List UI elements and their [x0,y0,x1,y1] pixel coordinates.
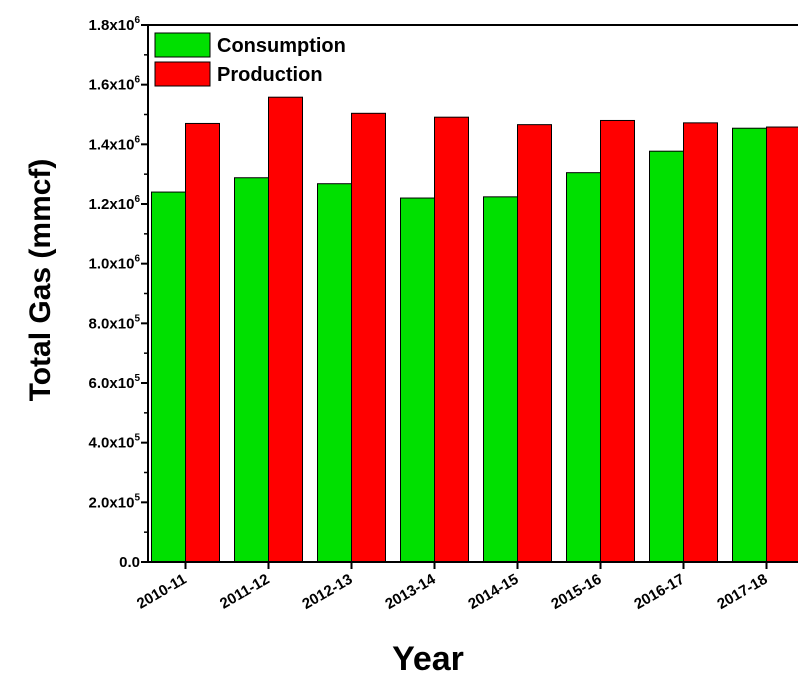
x-tick-label: 2012-13 [299,571,355,613]
y-axis-title: Total Gas (mmcf) [24,159,57,402]
bar-production-2014-15 [517,124,552,563]
y-tick-label: 1.6x106 [89,75,141,94]
legend-label-consumption: Consumption [217,35,346,57]
bar-consumption-2011-12 [234,177,269,563]
y-tick-label: 1.4x106 [89,134,141,153]
legend-label-production: Production [217,64,323,86]
y-tick-label: 1.2x106 [89,194,141,213]
x-tick-label: 2010-11 [134,571,189,613]
y-tick-label: 1.8x106 [89,15,141,34]
x-axis-title: Year [392,640,464,677]
bar-consumption-2016-17 [649,150,684,563]
bar-consumption-2015-16 [566,172,601,563]
y-tick-label: 1.0x106 [89,254,141,273]
bar-production-2010-11 [185,122,220,563]
x-tick-label: 2013-14 [382,570,439,613]
bar-consumption-2014-15 [483,196,518,563]
legend-swatch-consumption [154,32,211,58]
y-tick-label: 4.0x105 [89,433,141,452]
bar-production-2011-12 [268,96,303,563]
bar-production-2012-13 [351,112,386,563]
bar-consumption-2010-11 [151,191,186,563]
bar-consumption-2013-14 [400,197,435,563]
legend-swatch-production [154,61,211,87]
bar-production-2015-16 [600,119,635,563]
x-tick-label: 2014-15 [465,571,521,613]
legend: Consumption Production [154,32,346,87]
x-tick-label: 2015-16 [548,571,604,613]
y-tick-label: 8.0x105 [89,313,141,332]
bar-consumption-2012-13 [317,183,352,563]
y-ticks: 0.0 2.0x105 4.0x105 6.0x105 8.0x105 1.0x106 1.… [89,15,148,571]
bar-consumption-2017-18 [732,127,767,563]
x-tick-label: 2017-18 [714,571,770,613]
y-tick-label: 6.0x105 [89,373,141,392]
bar-production-2013-14 [434,116,469,563]
x-tick-label: 2011-12 [217,571,272,613]
y-tick-label: 0.0 [119,554,140,571]
x-tick-label: 2016-17 [631,571,687,613]
y-tick-label: 2.0x105 [89,492,141,511]
x-ticks: 2010-11 2011-12 2012-13 2013-14 2014-15 2015-… [134,562,771,613]
bar-production-2017-18 [766,126,798,563]
bar-production-2016-17 [683,122,718,563]
bars-layer [151,96,798,563]
